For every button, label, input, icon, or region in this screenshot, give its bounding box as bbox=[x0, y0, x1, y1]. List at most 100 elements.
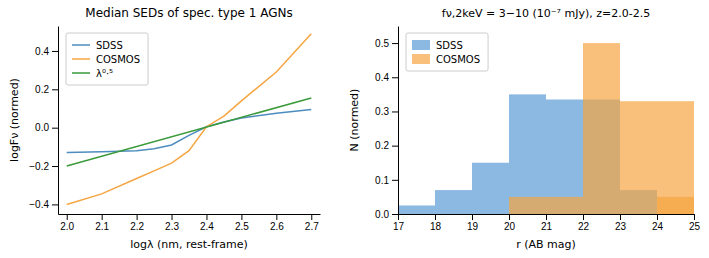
panel: 2.0 2.1 2.2 2.3 2.4 2.5 2.6 2.7 −0.4 −0.2 0.0 0.2 0.… bbox=[8, 6, 321, 251]
y-axis: −0.4 −0.2 0.0 0.2 0.4 bbox=[29, 27, 58, 215]
tick-label: 0.2 bbox=[35, 84, 49, 95]
tick-mark bbox=[52, 51, 58, 52]
histogram-bar bbox=[620, 101, 657, 214]
tick-label: 2.1 bbox=[95, 221, 109, 232]
tick-label: 23 bbox=[615, 221, 627, 232]
tick: −0.2 bbox=[29, 161, 58, 172]
y-axis-line bbox=[58, 27, 59, 215]
y-axis: 0.0 0.1 0.2 0.3 0.4 0.5 bbox=[375, 27, 398, 220]
tick-label: 22 bbox=[578, 221, 590, 232]
tick-label: 2.7 bbox=[305, 221, 319, 232]
panel: 17 18 19 20 21 22 23 24 25 0.0 0.1 0.2 0.3 0.4 0.5 fν,2… bbox=[348, 7, 700, 251]
tick-label: 19 bbox=[467, 221, 479, 232]
tick-label: 24 bbox=[652, 221, 664, 232]
tick: 0.2 bbox=[375, 140, 398, 151]
x-axis: 2.0 2.1 2.2 2.3 2.4 2.5 2.6 2.7 bbox=[59, 214, 321, 232]
tick-label: 20 bbox=[504, 221, 516, 232]
histogram-bar bbox=[546, 197, 583, 214]
legend-box bbox=[66, 33, 148, 85]
tick-mark bbox=[509, 214, 510, 220]
tick: 2.0 bbox=[60, 214, 74, 232]
tick: 2.3 bbox=[165, 214, 179, 232]
x-axis: 17 18 19 20 21 22 23 24 25 bbox=[393, 214, 701, 232]
tick: 2.5 bbox=[235, 214, 249, 232]
tick: 0.0 bbox=[375, 209, 398, 220]
tick-label: 2.6 bbox=[270, 221, 284, 232]
tick-label: 0.2 bbox=[375, 140, 389, 151]
tick-mark bbox=[398, 214, 399, 220]
x-axis-title: logλ (nm, rest-frame) bbox=[130, 238, 248, 251]
tick: 23 bbox=[615, 214, 627, 232]
tick-label: 2.3 bbox=[165, 221, 179, 232]
tick-mark bbox=[311, 214, 312, 220]
legend-swatch bbox=[412, 54, 430, 64]
tick: 0.4 bbox=[375, 72, 398, 83]
tick: 2.4 bbox=[200, 214, 214, 232]
tick-mark bbox=[620, 214, 621, 220]
legend-label: COSMOS bbox=[96, 54, 140, 65]
tick-mark bbox=[67, 214, 68, 220]
tick: 17 bbox=[393, 214, 405, 232]
histogram-bar bbox=[657, 101, 694, 214]
tick-label: 2.4 bbox=[200, 221, 214, 232]
legend-label: SDSS bbox=[96, 40, 123, 51]
tick: 2.7 bbox=[305, 214, 319, 232]
tick-mark bbox=[694, 214, 695, 220]
tick-mark bbox=[276, 214, 277, 220]
x-axis-title: r (AB mag) bbox=[516, 238, 576, 251]
legend-label: λ⁰·⁵ bbox=[96, 68, 113, 79]
tick-mark bbox=[392, 180, 398, 181]
tick-mark bbox=[52, 204, 58, 205]
series-line bbox=[67, 34, 312, 205]
tick-label: −0.4 bbox=[29, 199, 49, 210]
tick-mark bbox=[657, 214, 658, 220]
legend-label: SDSS bbox=[436, 40, 463, 51]
tick-mark bbox=[472, 214, 473, 220]
chart-title: Median SEDs of spec. type 1 AGNs bbox=[85, 6, 292, 20]
tick-label: 25 bbox=[689, 221, 701, 232]
chart-title: fν,2keV = 3−10 (10⁻⁷ mJy), z=2.0-2.5 bbox=[442, 7, 650, 20]
legend: SDSS COSMOS λ⁰·⁵ bbox=[66, 33, 148, 85]
tick: −0.4 bbox=[29, 199, 58, 210]
tick: 18 bbox=[430, 214, 442, 232]
series-line bbox=[67, 98, 312, 166]
tick: 22 bbox=[578, 214, 590, 232]
histogram-bar bbox=[398, 205, 435, 214]
histogram-bar bbox=[583, 43, 620, 214]
histogram-bar bbox=[657, 197, 694, 214]
tick-mark bbox=[392, 214, 398, 215]
tick: 2.6 bbox=[270, 214, 284, 232]
tick-label: 0.1 bbox=[375, 175, 389, 186]
tick-label: 2.0 bbox=[60, 221, 74, 232]
tick-label: 2.2 bbox=[130, 221, 144, 232]
tick-mark bbox=[52, 166, 58, 167]
tick-mark bbox=[172, 214, 173, 220]
tick-label: 0.4 bbox=[375, 72, 389, 83]
tick: 0.2 bbox=[35, 84, 58, 95]
tick: 0.0 bbox=[35, 122, 58, 133]
tick-mark bbox=[435, 214, 436, 220]
histogram-bar bbox=[546, 99, 583, 214]
tick-mark bbox=[102, 214, 103, 220]
histogram-bar bbox=[435, 190, 472, 214]
tick-label: 21 bbox=[541, 221, 553, 232]
tick-label: 0.4 bbox=[35, 46, 49, 57]
legend-label: COSMOS bbox=[436, 54, 480, 65]
tick-label: 0.3 bbox=[375, 106, 389, 117]
tick: 24 bbox=[652, 214, 664, 232]
tick: 2.2 bbox=[130, 214, 144, 232]
legend-box bbox=[406, 33, 488, 71]
tick-mark bbox=[241, 214, 242, 220]
histogram-bar bbox=[472, 163, 509, 214]
tick-mark bbox=[52, 89, 58, 90]
tick-label: 0.0 bbox=[375, 209, 389, 220]
tick: 21 bbox=[541, 214, 553, 232]
tick-mark bbox=[392, 146, 398, 147]
tick-mark bbox=[392, 43, 398, 44]
legend-swatch bbox=[412, 40, 430, 50]
chart-root: 2.02.12.22.32.42.52.62.7−0.4−0.20.00.20.… bbox=[0, 0, 709, 258]
tick: 20 bbox=[504, 214, 516, 232]
tick-label: 0.0 bbox=[35, 122, 49, 133]
tick-mark bbox=[137, 214, 138, 220]
tick-label: 0.5 bbox=[375, 38, 389, 49]
